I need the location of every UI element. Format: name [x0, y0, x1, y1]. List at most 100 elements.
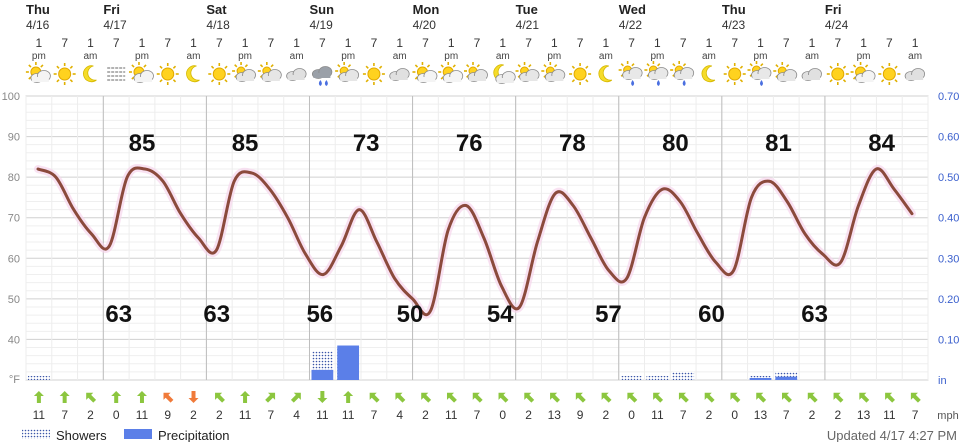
- temp-axis-tick: 90: [8, 132, 20, 144]
- showers-bar: [620, 375, 643, 380]
- hour-label: 1: [448, 36, 455, 50]
- sun-icon: [723, 63, 746, 85]
- wind-arrow-icon: [33, 391, 44, 403]
- low-temp-label: 60: [698, 301, 725, 328]
- showers-bar: [28, 375, 50, 380]
- precip-axis-tick: 0.30: [938, 253, 959, 265]
- precipitation-bar: [311, 369, 334, 380]
- wind-arrow-icon: [627, 392, 638, 403]
- ampm-label: am: [702, 51, 716, 62]
- day-name: Fri: [103, 2, 120, 17]
- day-name: Wed: [619, 2, 646, 17]
- wind-row-background: [26, 381, 928, 425]
- wind-arrow-icon: [859, 392, 870, 403]
- hour-label: 1: [345, 36, 352, 50]
- wind-speed-label: 7: [371, 408, 378, 422]
- partly-sunny-icon: [25, 62, 51, 83]
- wind-speed-label: 0: [113, 408, 120, 422]
- wind-speed-label: 2: [603, 408, 610, 422]
- temp-unit-label: °F: [9, 374, 20, 386]
- day-name: Thu: [722, 2, 746, 17]
- cloudy-icon: [389, 68, 410, 81]
- ampm-label: pm: [444, 51, 458, 62]
- hour-label: 7: [371, 36, 378, 50]
- ampm-label: pm: [135, 51, 149, 62]
- hour-label: 1: [36, 36, 43, 50]
- ampm-label: am: [599, 51, 613, 62]
- hour-label: 7: [628, 36, 635, 50]
- hour-label: 7: [886, 36, 893, 50]
- hour-label: 7: [422, 36, 429, 50]
- wind-arrow-icon: [472, 392, 483, 403]
- wind-arrow-icon: [885, 392, 895, 403]
- wind-arrow-icon: [910, 392, 921, 403]
- wind-speed-label: 13: [857, 408, 871, 422]
- mostly-cloudy-icon: [541, 62, 566, 82]
- hour-label: 7: [113, 36, 120, 50]
- wind-speed-label: 2: [422, 408, 429, 422]
- high-temp-label: 78: [559, 130, 586, 157]
- temperature-line: [36, 166, 914, 317]
- sun-icon: [53, 63, 76, 85]
- ampm-label: pm: [754, 51, 768, 62]
- hour-label: 1: [809, 36, 816, 50]
- hour-label: 7: [319, 36, 326, 50]
- plot-area: [25, 95, 929, 381]
- showers-icon: [747, 61, 772, 86]
- wind-speed-label: 2: [216, 408, 223, 422]
- wind-arrow-icon: [59, 391, 70, 403]
- wind-arrow-icon: [111, 391, 122, 403]
- showers-icon: [670, 61, 695, 86]
- fog-icon: [107, 67, 126, 81]
- day-date: 4/20: [413, 18, 437, 32]
- ampm-label: pm: [857, 51, 871, 62]
- wind-arrow-icon: [265, 392, 276, 403]
- hour-label: 7: [680, 36, 687, 50]
- temp-axis-tick: 60: [8, 253, 20, 265]
- day-date: 4/19: [309, 18, 333, 32]
- hour-label: 7: [216, 36, 223, 50]
- day-date: 4/24: [825, 18, 849, 32]
- hour-label: 1: [757, 36, 764, 50]
- wind-arrow-icon: [575, 392, 586, 403]
- wind-arrow-icon: [653, 392, 664, 403]
- wind-speed-label: 7: [680, 408, 687, 422]
- precipitation-bar: [775, 376, 798, 380]
- wind-speed-label: 7: [783, 408, 790, 422]
- ampm-label: pm: [650, 51, 664, 62]
- partly-sunny-icon: [850, 62, 876, 83]
- wind-arrow-icon: [446, 392, 457, 403]
- day-date: 4/16: [26, 18, 50, 32]
- cloudy-icon: [801, 68, 822, 81]
- hour-label: 1: [499, 36, 506, 50]
- wind-speed-label: 11: [445, 408, 458, 422]
- precipitation-bar: [337, 345, 360, 380]
- ampm-label: am: [393, 51, 407, 62]
- plot-grid: [25, 95, 929, 381]
- showers-bar: [775, 371, 798, 380]
- moon-icon: [186, 65, 200, 83]
- ampm-label: pm: [238, 51, 252, 62]
- wind-speed-label: 2: [834, 408, 841, 422]
- low-temp-label: 56: [306, 301, 333, 328]
- wind-arrow-icon: [136, 391, 147, 403]
- hour-label: 1: [242, 36, 249, 50]
- wind-speed-label: 4: [396, 408, 403, 422]
- moon-icon: [701, 65, 716, 83]
- mostly-cloudy-icon: [257, 62, 282, 82]
- precip-axis-tick: 0.50: [938, 172, 959, 184]
- high-temp-label: 85: [232, 130, 259, 157]
- wind-speed-label: 7: [474, 408, 481, 422]
- sun-icon: [156, 63, 179, 85]
- day-name: Tue: [516, 2, 538, 17]
- sun-icon: [569, 63, 592, 85]
- day-date: 4/18: [206, 18, 230, 32]
- wind-arrow-icon: [730, 392, 741, 403]
- temp-axis-tick: 80: [8, 172, 20, 184]
- hour-label: 7: [525, 36, 532, 50]
- low-temp-label: 57: [595, 301, 622, 328]
- wind-speed-label: 11: [316, 408, 329, 422]
- precip-unit-label: in: [938, 375, 947, 387]
- header-timeline: Thu4/16Fri4/17Sat4/18Sun4/19Mon4/20Tue4/…: [26, 2, 922, 62]
